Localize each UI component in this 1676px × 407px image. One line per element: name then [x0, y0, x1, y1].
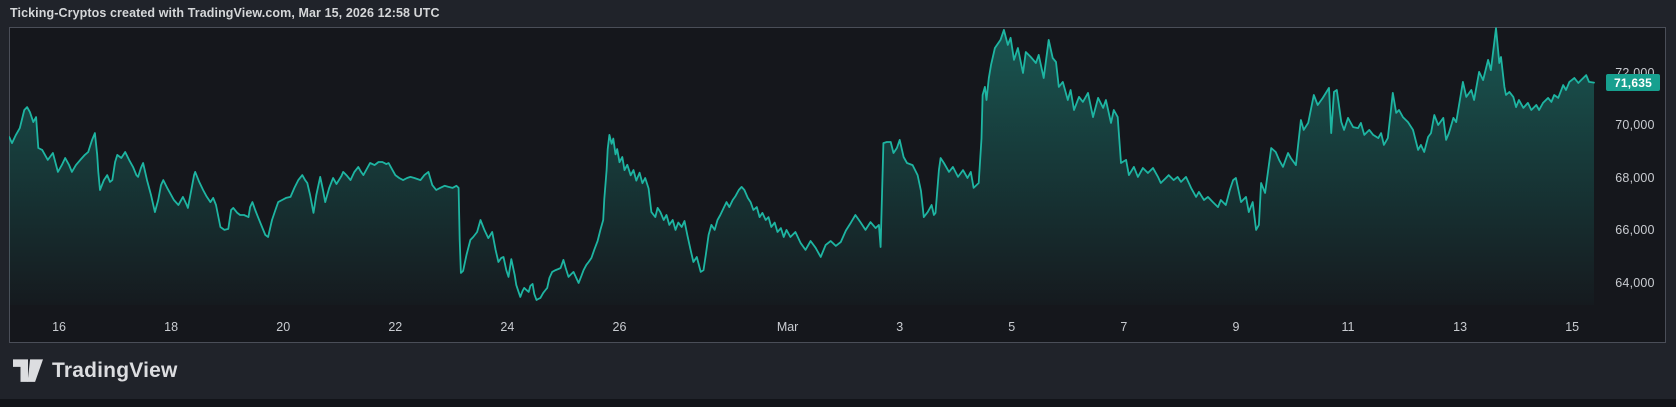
time-axis-tick: 18 [164, 320, 179, 334]
time-axis-tick: 26 [612, 320, 627, 334]
chart-title-link[interactable]: Ticking-Cryptos created with TradingView… [10, 6, 440, 20]
time-axis-tick: 7 [1120, 320, 1128, 334]
time-axis-tick: 22 [388, 320, 403, 334]
tradingview-logo-link[interactable]: TradingView [13, 354, 178, 388]
time-axis-tick: 15 [1565, 320, 1580, 334]
time-axis-tick: 9 [1232, 320, 1240, 334]
time-axis-tick: 24 [500, 320, 515, 334]
time-axis-tick: 13 [1453, 320, 1468, 334]
price-axis[interactable]: 72,000 70,000 68,000 66,000 64,000 [1604, 27, 1666, 305]
time-axis-tick: 3 [896, 320, 904, 334]
last-price-badge: 71,635 [1606, 74, 1660, 92]
last-price-label: 71,635 [1614, 75, 1652, 90]
price-axis-tick: 64,000 [1615, 275, 1655, 290]
bottom-divider [0, 399, 1676, 407]
tradingview-logo-text: TradingView [52, 359, 178, 382]
time-axis[interactable]: 16 18 20 22 24 26 Mar 3 5 7 9 11 13 15 [0, 312, 1676, 342]
time-axis-tick: 11 [1341, 320, 1355, 334]
price-axis-tick: 66,000 [1615, 223, 1655, 238]
price-line [9, 27, 1595, 301]
price-axis-tick: 70,000 [1615, 118, 1655, 133]
price-axis-tick: 68,000 [1615, 170, 1655, 185]
time-axis-tick: 16 [52, 320, 66, 334]
tradingview-logo-icon [13, 359, 43, 382]
time-axis-tick: Mar [776, 320, 799, 334]
time-axis-tick: 5 [1008, 320, 1016, 334]
price-area-fill [9, 28, 1595, 305]
title-bar: Ticking-Cryptos created with TradingView… [0, 0, 1676, 27]
time-axis-tick: 20 [276, 320, 291, 334]
